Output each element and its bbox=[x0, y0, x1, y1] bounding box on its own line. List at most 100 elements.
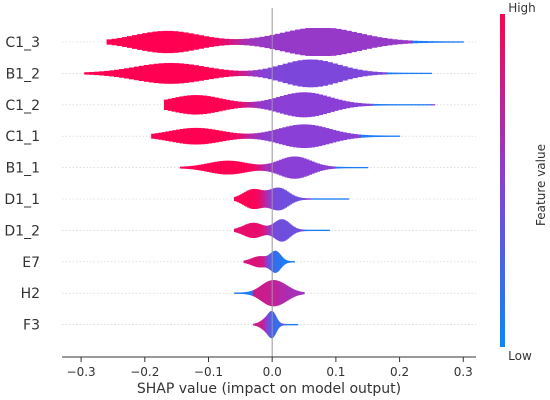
violin-segment bbox=[147, 32, 154, 52]
violin-segment bbox=[310, 229, 313, 232]
violin-segment bbox=[258, 321, 261, 328]
violin-segment bbox=[278, 281, 280, 306]
violin-segment bbox=[264, 35, 271, 49]
violin-segment bbox=[303, 292, 305, 295]
violin-segment bbox=[265, 282, 267, 304]
violin-segment bbox=[255, 189, 258, 209]
violin-segment bbox=[257, 223, 260, 238]
violin-segment bbox=[396, 135, 401, 137]
violin-segment bbox=[326, 229, 329, 232]
violin-segment bbox=[295, 323, 297, 326]
violin-segment bbox=[381, 37, 388, 47]
violin-segment bbox=[265, 316, 267, 333]
violin-segment bbox=[158, 63, 165, 84]
violin-segment bbox=[253, 188, 256, 210]
violin-segment bbox=[274, 313, 276, 336]
violin-segment bbox=[272, 311, 274, 338]
violin-segment bbox=[265, 163, 269, 172]
violin-segment bbox=[270, 252, 272, 271]
violin-segment bbox=[128, 67, 135, 80]
violin-segment bbox=[309, 229, 311, 232]
violin-segment bbox=[262, 283, 265, 303]
violin-segment bbox=[252, 164, 256, 172]
violin-segment bbox=[335, 130, 340, 142]
violin-segment bbox=[312, 59, 318, 88]
violin-segment bbox=[337, 64, 343, 82]
feature-label-c1_2: C1_2 bbox=[5, 98, 40, 114]
violin-segment bbox=[263, 318, 265, 331]
violin-segment bbox=[282, 257, 284, 267]
violin-segment bbox=[259, 224, 262, 237]
violin-segment bbox=[260, 189, 263, 209]
violin-segment bbox=[283, 258, 285, 265]
violin-segment bbox=[256, 322, 259, 327]
violin-segment bbox=[315, 28, 322, 56]
feature-label-d1_1: D1_1 bbox=[4, 192, 40, 208]
feature-label-b1_1: B1_1 bbox=[6, 161, 40, 177]
violin-segment bbox=[283, 323, 285, 326]
violin-segment bbox=[292, 323, 294, 326]
violin-segment bbox=[305, 28, 311, 56]
violin-segment bbox=[332, 129, 337, 143]
violin-segment bbox=[268, 254, 270, 269]
violin-segment bbox=[317, 198, 320, 200]
violin-segment bbox=[386, 72, 393, 75]
colorbar-gradient bbox=[500, 14, 505, 347]
violin-segment bbox=[312, 198, 315, 200]
violin-segment bbox=[253, 289, 256, 297]
violin-segment bbox=[225, 131, 230, 141]
violin-segment bbox=[271, 188, 274, 210]
violin-segment bbox=[269, 225, 272, 236]
violin-segment bbox=[322, 95, 327, 115]
violin-segment bbox=[335, 28, 342, 56]
violin-segment bbox=[417, 40, 424, 44]
violin-segment bbox=[279, 187, 283, 211]
violin-segment bbox=[299, 229, 302, 232]
violin-segment bbox=[162, 30, 169, 54]
violin-segment bbox=[254, 133, 259, 140]
violin-segment bbox=[253, 222, 256, 239]
violin-segment bbox=[392, 135, 397, 137]
violin-segment bbox=[257, 322, 259, 327]
violin-segment bbox=[126, 36, 133, 48]
violin-segment bbox=[287, 62, 294, 85]
violin-segment bbox=[243, 292, 246, 295]
violin-segment bbox=[327, 165, 331, 170]
violin-segment bbox=[293, 125, 298, 148]
violin-segment bbox=[299, 291, 301, 295]
colorbar: High Low Feature value bbox=[500, 1, 548, 363]
violin-segment bbox=[427, 41, 434, 43]
violin-segment bbox=[248, 291, 251, 295]
violin-segment bbox=[243, 225, 246, 236]
violin-segment bbox=[158, 132, 163, 140]
violin-segment bbox=[255, 256, 258, 267]
violin-segment bbox=[185, 166, 189, 169]
violin-segment bbox=[286, 126, 291, 146]
violin-segment bbox=[351, 166, 355, 169]
violin-segment bbox=[294, 289, 296, 297]
violin-segment bbox=[322, 61, 328, 86]
violin-segment bbox=[297, 290, 299, 296]
violin-segment bbox=[266, 282, 268, 305]
violin-segment bbox=[306, 92, 312, 118]
violin-segment bbox=[249, 163, 253, 172]
violin-segment bbox=[262, 68, 269, 79]
violin-segment bbox=[154, 133, 159, 140]
violin-segment bbox=[246, 259, 248, 264]
violin-segment bbox=[163, 63, 170, 84]
violin-segment bbox=[372, 103, 378, 106]
violin-segment bbox=[177, 31, 184, 53]
violin-segment bbox=[349, 102, 354, 108]
violin-segment bbox=[265, 316, 268, 334]
violin-segment bbox=[285, 323, 287, 326]
violin-segment bbox=[310, 28, 317, 56]
violin-segment bbox=[306, 229, 309, 232]
violin-segment bbox=[143, 65, 150, 82]
violin-segment bbox=[254, 257, 256, 267]
violin-segment bbox=[193, 165, 197, 170]
violin-segment bbox=[284, 157, 288, 178]
violin-segment bbox=[238, 227, 241, 234]
violin-segment bbox=[121, 37, 128, 47]
violin-segment bbox=[349, 133, 355, 139]
violin-segment bbox=[204, 128, 209, 144]
